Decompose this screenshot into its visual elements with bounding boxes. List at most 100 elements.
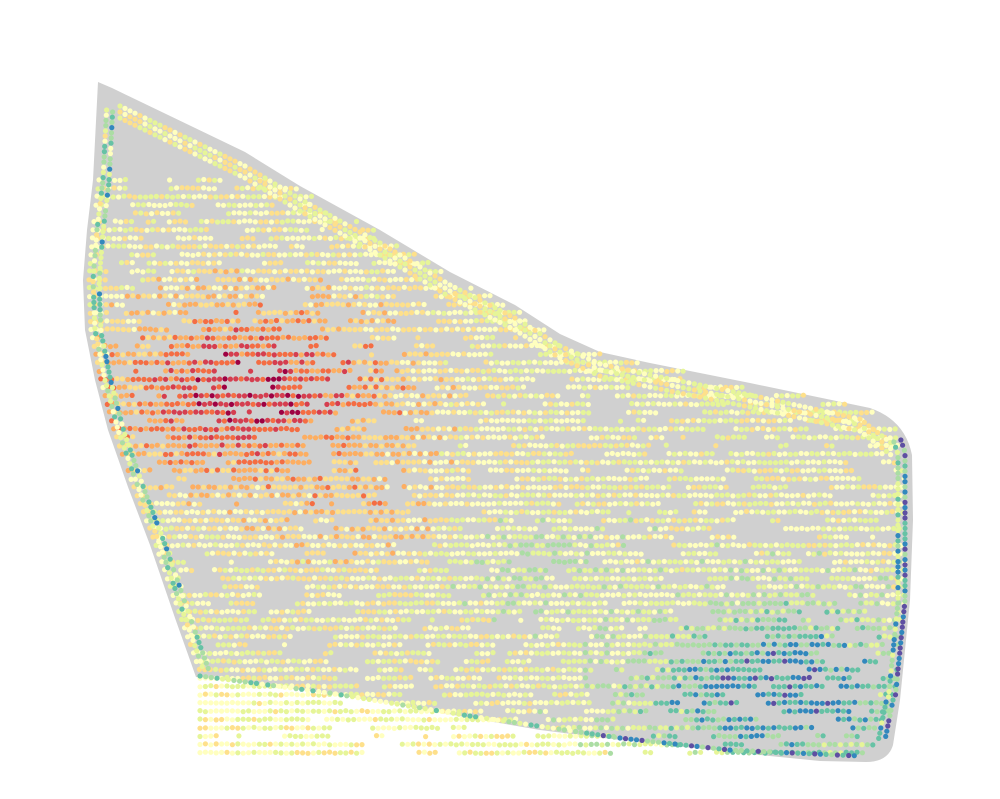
yield-point <box>442 435 448 441</box>
yield-point <box>257 319 263 325</box>
yield-point <box>111 236 117 242</box>
yield-point <box>441 426 447 432</box>
yield-point <box>265 484 271 490</box>
yield-point <box>589 509 595 515</box>
yield-point <box>391 658 398 664</box>
yield-point <box>480 368 486 375</box>
yield-point <box>869 526 875 532</box>
yield-point <box>319 485 325 491</box>
yield-point <box>409 575 415 582</box>
yield-point <box>783 442 789 448</box>
yield-point <box>230 435 236 441</box>
yield-point <box>255 227 261 233</box>
yield-point <box>251 243 257 249</box>
yield-point <box>592 617 598 623</box>
yield-point <box>279 476 285 482</box>
yield-point <box>282 252 288 258</box>
yield-point <box>309 285 316 292</box>
yield-point <box>480 435 486 441</box>
yield-point <box>779 543 785 549</box>
yield-point <box>455 451 461 457</box>
yield-point <box>646 468 652 474</box>
yield-point <box>127 235 133 241</box>
yield-point <box>696 642 702 649</box>
yield-point <box>392 559 398 565</box>
yield-point <box>707 592 713 598</box>
yield-point <box>554 600 560 607</box>
yield-point <box>603 616 609 622</box>
yield-point <box>600 492 606 498</box>
yield-point <box>453 434 459 440</box>
yield-point <box>198 409 204 415</box>
yield-point <box>158 401 164 407</box>
yield-point <box>358 269 364 275</box>
yield-point <box>622 476 628 482</box>
yield-point <box>255 351 261 357</box>
yield-point <box>242 550 248 556</box>
yield-point <box>271 526 277 532</box>
yield-point <box>290 575 296 581</box>
yield-point <box>815 600 822 606</box>
yield-point <box>213 194 219 200</box>
yield-point <box>753 559 759 565</box>
yield-point <box>267 559 274 565</box>
yield-point <box>437 400 443 407</box>
yield-point <box>119 302 125 308</box>
yield-point <box>377 435 383 441</box>
yield-point <box>349 526 355 532</box>
yield-point <box>831 642 837 648</box>
yield-point <box>636 642 642 648</box>
yield-point <box>647 409 653 415</box>
yield-point <box>206 484 212 490</box>
yield-point <box>718 601 724 607</box>
yield-point <box>630 567 637 573</box>
yield-point <box>374 542 381 548</box>
yield-point <box>312 658 318 665</box>
yield-point <box>639 484 645 490</box>
yield-point <box>724 601 730 607</box>
yield-point <box>407 285 413 292</box>
yield-point <box>590 501 597 507</box>
yield-point <box>598 567 604 574</box>
yield-point <box>443 360 449 366</box>
yield-point <box>759 476 765 482</box>
yield-point <box>457 609 463 615</box>
yield-point <box>444 492 450 498</box>
yield-point <box>559 617 566 624</box>
yield-point <box>247 392 253 398</box>
yield-point <box>164 327 170 333</box>
yield-point <box>441 608 447 614</box>
yield-point <box>573 476 579 482</box>
yield-point <box>799 583 805 589</box>
yield-point <box>585 393 591 399</box>
yield-point <box>197 609 203 615</box>
yield-point <box>148 244 154 250</box>
yield-point <box>216 418 222 424</box>
yield-point <box>416 360 422 366</box>
yield-point <box>641 567 647 573</box>
yield-point <box>411 550 417 557</box>
yield-point <box>295 459 301 465</box>
yield-point <box>255 309 261 315</box>
yield-point <box>442 368 449 374</box>
yield-point <box>582 533 588 540</box>
yield-point <box>676 493 682 499</box>
yield-point <box>383 360 389 366</box>
yield-point <box>210 335 216 341</box>
yield-point <box>109 318 115 324</box>
yield-point <box>497 459 503 465</box>
yield-point <box>886 559 892 565</box>
yield-point <box>491 592 497 599</box>
yield-point <box>362 401 368 408</box>
yield-point <box>393 435 400 441</box>
yield-point <box>480 343 486 349</box>
yield-point <box>255 567 261 573</box>
yield-point <box>870 534 876 540</box>
yield-point <box>459 459 465 465</box>
yield-point <box>371 609 377 615</box>
yield-point <box>122 185 128 191</box>
yield-point <box>645 401 651 407</box>
yield-point <box>183 276 189 283</box>
yield-point <box>854 542 861 548</box>
yield-point <box>302 434 308 440</box>
